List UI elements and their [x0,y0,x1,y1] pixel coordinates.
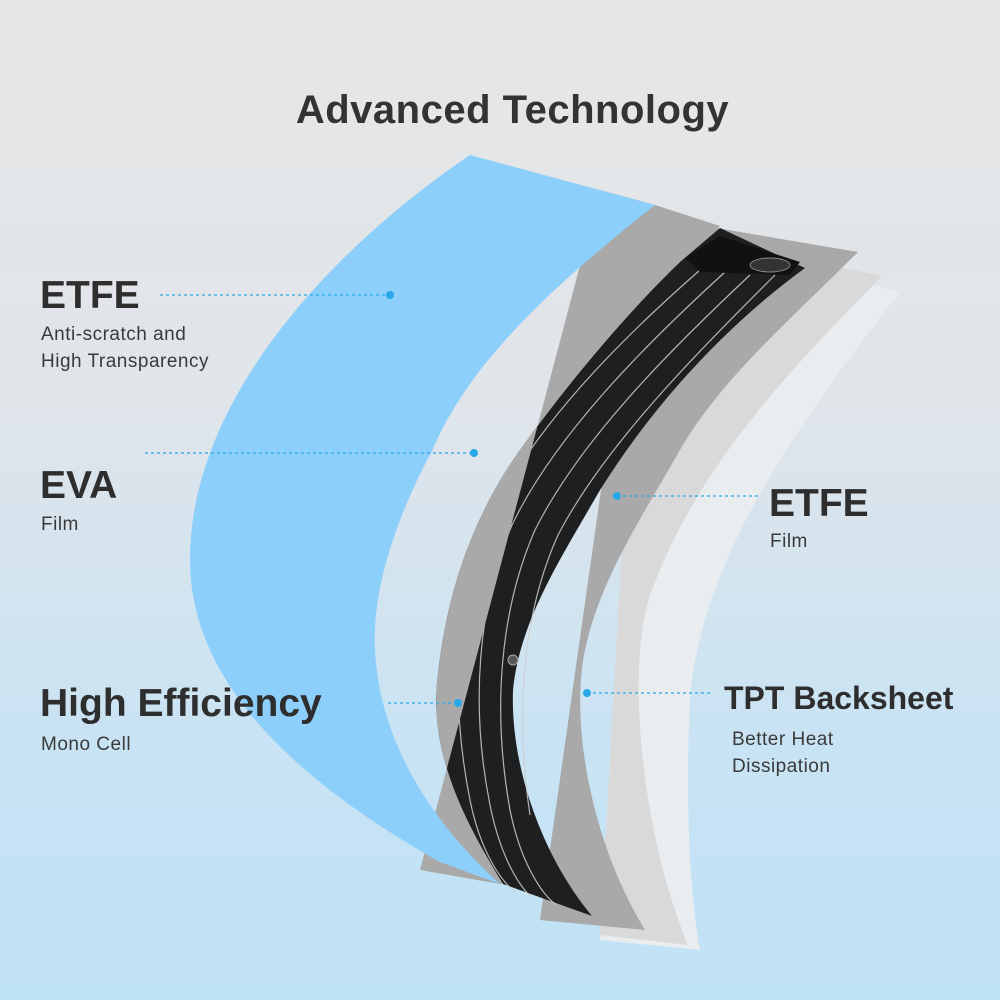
dot-tpt [583,689,591,697]
desc-tpt: Better Heat Dissipation [732,726,834,780]
page-title: Advanced Technology [295,88,730,132]
solar-cell-layer [436,228,805,916]
desc-etfe-front: Anti-scratch and High Transparency [41,321,209,375]
label-etfe-front: ETFE [40,274,140,317]
dot-etfe-front [386,291,394,299]
desc-line: Dissipation [732,756,831,777]
desc-line: High Transparency [41,351,209,372]
dot-cell [454,699,462,707]
label-cell: High Efficiency [40,682,322,725]
leader-dots [386,291,621,707]
desc-cell: Mono Cell [41,734,132,755]
label-tpt: TPT Backsheet [724,680,954,716]
desc-etfe-back: Film [770,531,808,552]
label-eva: EVA [40,464,118,507]
desc-line: Anti-scratch and [41,324,187,345]
desc-eva: Film [41,514,79,535]
leader-lines [145,294,760,704]
dot-etfe-back [613,492,621,500]
label-etfe-back: ETFE [769,482,869,525]
etfe-front-layer [190,155,655,884]
eva-layer [420,190,720,884]
junction-box-icon [507,236,800,666]
dot-eva [470,449,478,457]
desc-line: Better Heat [732,729,834,750]
